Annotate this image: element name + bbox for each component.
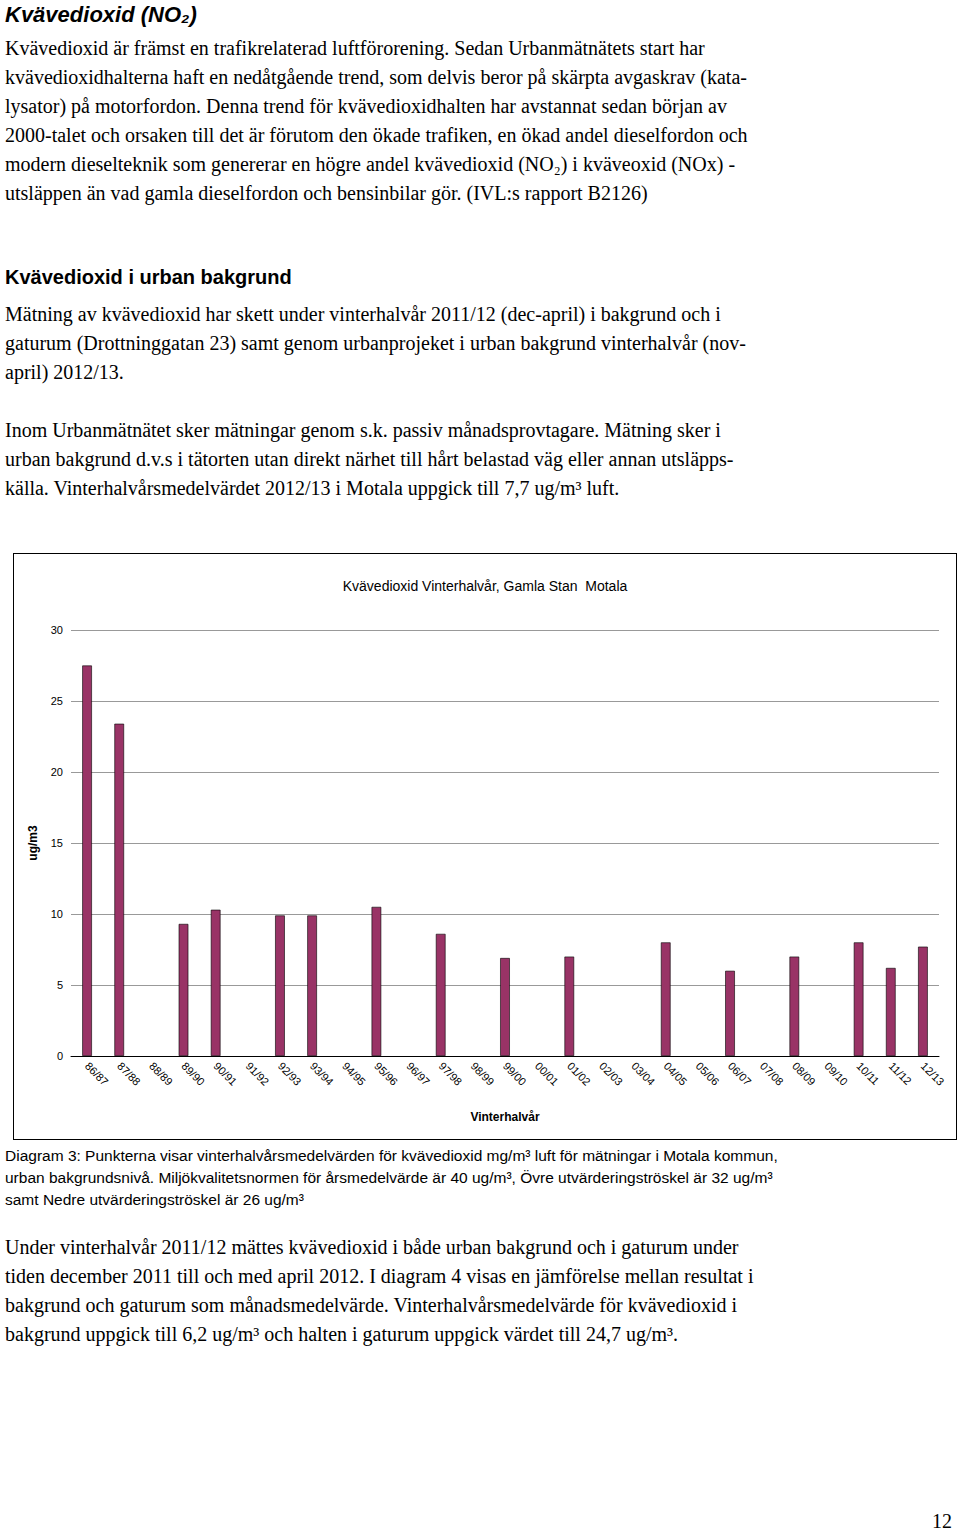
svg-text:96/97: 96/97 xyxy=(404,1060,432,1088)
svg-text:09/10: 09/10 xyxy=(822,1060,850,1088)
svg-text:93/94: 93/94 xyxy=(308,1060,336,1088)
svg-text:01/02: 01/02 xyxy=(565,1060,593,1088)
html-text:Kvävedioxid (NO₂): Kvävedioxid (NO₂) xyxy=(5,2,197,27)
svg-text:08/09: 08/09 xyxy=(790,1060,818,1088)
svg-text:25: 25 xyxy=(51,695,63,707)
svg-text:92/93: 92/93 xyxy=(276,1060,304,1088)
svg-text:5: 5 xyxy=(57,979,63,991)
svg-text:ug/m3: ug/m3 xyxy=(26,825,40,861)
svg-text:88/89: 88/89 xyxy=(147,1060,175,1088)
svg-text:91/92: 91/92 xyxy=(244,1060,272,1088)
html-text:lysator) på motorfordon. Denna: lysator) på motorfordon. Denna trend för… xyxy=(5,95,727,117)
html-text:samt Nedre utvärderingströskel: samt Nedre utvärderingströskel är 26 ug/… xyxy=(5,1191,304,1208)
svg-text:03/04: 03/04 xyxy=(629,1060,657,1088)
svg-text:02/03: 02/03 xyxy=(597,1060,625,1088)
html-text:april) 2012/13.: april) 2012/13. xyxy=(5,361,124,383)
html-text:2000-talet och orsaken till de: 2000-talet och orsaken till det är förut… xyxy=(5,124,748,146)
html-text:Diagram 3: Punkterna visar vin: Diagram 3: Punkterna visar vinterhalvårs… xyxy=(5,1147,778,1164)
svg-text:86/87: 86/87 xyxy=(83,1060,111,1088)
svg-text:87/88: 87/88 xyxy=(115,1060,143,1088)
svg-text:15: 15 xyxy=(51,837,63,849)
html-text:källa. Vinterhalvårsmedelvärde: källa. Vinterhalvårsmedelvärdet 2012/13 … xyxy=(5,477,620,499)
html-text:Kvävedioxid är främst en trafi: Kvävedioxid är främst en trafikrelaterad… xyxy=(5,37,705,59)
svg-text:Kvävedioxid Vinterhalvår, Gaml: Kvävedioxid Vinterhalvår, Gamla Stan Mot… xyxy=(343,578,628,594)
html-text:bakgrund och gaturum som månad: bakgrund och gaturum som månadsmedelvärd… xyxy=(5,1294,738,1316)
svg-text:95/96: 95/96 xyxy=(372,1060,400,1088)
html-text:urban bakgrund d.v.s i tätorte: urban bakgrund d.v.s i tätorten utan dir… xyxy=(5,448,734,470)
html-text:tiden december 2011 till och m: tiden december 2011 till och med april 2… xyxy=(5,1265,754,1287)
svg-text:04/05: 04/05 xyxy=(661,1060,689,1088)
svg-text:07/08: 07/08 xyxy=(758,1060,786,1088)
svg-text:20: 20 xyxy=(51,766,63,778)
svg-text:98/99: 98/99 xyxy=(469,1060,497,1088)
html-text:Mätning av kvävedioxid har ske: Mätning av kvävedioxid har skett under v… xyxy=(5,303,721,325)
html-text:12: 12 xyxy=(932,1510,952,1532)
svg-text:Vinterhalvår: Vinterhalvår xyxy=(470,1110,539,1124)
html-text:modern dieselteknik som genere: modern dieselteknik som genererar en hög… xyxy=(5,153,736,175)
html-text:Under vinterhalvår 2011/12 mät: Under vinterhalvår 2011/12 mättes kväved… xyxy=(5,1236,739,1258)
svg-text:30: 30 xyxy=(51,624,63,636)
html-text:utsläppen än vad gamla dieself: utsläppen än vad gamla dieselfordon och … xyxy=(5,182,648,204)
html-text:kvävedioxidhalterna haft en ne: kvävedioxidhalterna haft en nedåtgående … xyxy=(5,66,747,88)
svg-text:05/06: 05/06 xyxy=(694,1060,722,1088)
svg-text:89/90: 89/90 xyxy=(179,1060,207,1088)
html-text:gaturum (Drottninggatan 23) sa: gaturum (Drottninggatan 23) samt genom u… xyxy=(5,332,746,354)
svg-text:11/12: 11/12 xyxy=(887,1060,914,1087)
svg-text:90/91: 90/91 xyxy=(211,1060,239,1088)
html-text:bakgrund uppgick till 6,2 ug/m: bakgrund uppgick till 6,2 ug/m³ och halt… xyxy=(5,1323,678,1345)
svg-text:06/07: 06/07 xyxy=(726,1060,754,1088)
html-text:urban bakgrundsnivå. Miljökval: urban bakgrundsnivå. Miljökvalitetsnorme… xyxy=(5,1169,773,1186)
svg-text:10: 10 xyxy=(51,908,63,920)
svg-text:97/98: 97/98 xyxy=(436,1060,464,1088)
svg-text:99/00: 99/00 xyxy=(501,1060,529,1088)
html-text:Inom Urbanmätnätet sker mätnin: Inom Urbanmätnätet sker mätningar genom … xyxy=(5,419,721,441)
svg-text:94/95: 94/95 xyxy=(340,1060,368,1088)
html-text:Kvävedioxid i urban bakgrund: Kvävedioxid i urban bakgrund xyxy=(5,266,292,288)
svg-text:0: 0 xyxy=(57,1050,63,1062)
svg-text:12/13: 12/13 xyxy=(919,1060,947,1088)
svg-text:00/01: 00/01 xyxy=(533,1060,561,1088)
svg-text:10/11: 10/11 xyxy=(854,1060,881,1087)
